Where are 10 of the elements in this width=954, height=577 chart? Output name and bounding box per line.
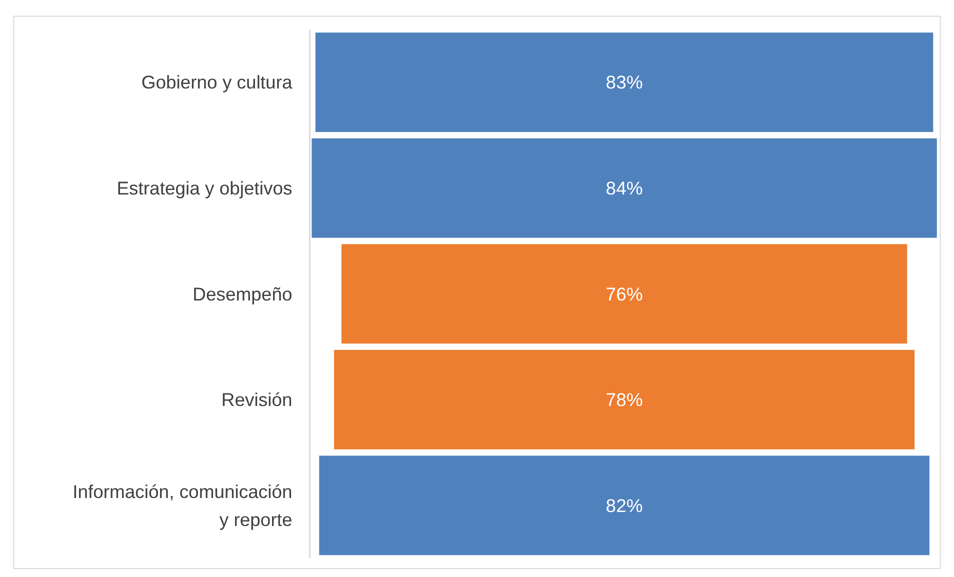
- category-label: Revisión: [221, 389, 292, 410]
- data-label: 76%: [606, 283, 643, 304]
- category-label: Gobierno y cultura: [141, 72, 293, 93]
- category-label: Desempeño: [192, 283, 292, 304]
- data-label: 82%: [606, 494, 643, 516]
- data-label: 84%: [606, 178, 643, 199]
- category-label: Estrategia y objetivos: [116, 178, 292, 199]
- category-label: Información, comunicación y reporte: [72, 480, 292, 530]
- data-label: 83%: [606, 72, 643, 93]
- data-label: 78%: [606, 389, 643, 410]
